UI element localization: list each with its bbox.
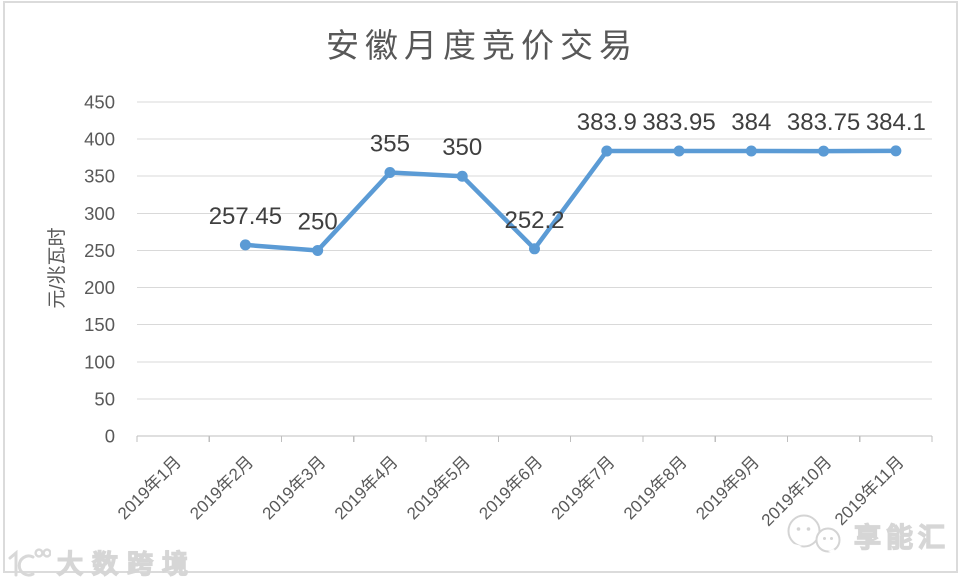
- data-point-marker: [312, 244, 324, 256]
- data-label: 252.2: [504, 207, 564, 234]
- x-axis-tick-label: 2019年1月: [114, 452, 185, 523]
- data-label: 384.1: [866, 109, 926, 136]
- x-axis-tick-label: 2019年2月: [186, 452, 257, 523]
- y-axis-title: 元/兆瓦时: [46, 227, 68, 309]
- data-label: 355: [370, 131, 410, 158]
- chart-title: 安徽月度竞价交易: [326, 29, 638, 65]
- data-label: 383.9: [577, 109, 637, 136]
- y-axis-tick-label: 200: [84, 277, 115, 298]
- y-axis-tick-label: 300: [84, 203, 115, 224]
- x-axis-tick-label: 2019年10月: [758, 452, 836, 530]
- data-label: 257.45: [209, 203, 282, 230]
- data-point-marker: [890, 145, 902, 157]
- data-point-marker: [818, 145, 830, 157]
- x-axis-tick-label: 2019年3月: [259, 452, 330, 523]
- x-axis-tick-label: 2019年8月: [620, 452, 691, 523]
- x-axis-tick-label: 2019年9月: [692, 452, 763, 523]
- data-point-marker: [529, 243, 540, 255]
- y-axis-tick-label: 450: [84, 92, 115, 113]
- x-axis-tick-label: 2019年11月: [831, 452, 908, 529]
- y-axis-tick-label: 0: [105, 426, 115, 447]
- y-axis-tick-label: 350: [84, 166, 115, 187]
- data-point-marker: [384, 167, 396, 179]
- series-line: [243, 148, 899, 253]
- data-label: 350: [442, 134, 482, 161]
- data-label: 383.95: [642, 109, 715, 136]
- y-axis-tick-label: 50: [94, 388, 115, 409]
- x-axis-tick-label: 2019年6月: [475, 452, 546, 523]
- x-axis-tick-label: 2019年7月: [548, 452, 619, 523]
- data-point-marker: [456, 170, 468, 182]
- y-axis-tick-label: 250: [84, 240, 115, 261]
- y-axis-tick-label: 150: [84, 314, 115, 335]
- data-label: 384: [731, 109, 771, 136]
- data-point-marker: [239, 239, 251, 251]
- y-axis-tick-label: 400: [84, 129, 115, 150]
- x-axis-tick-label: 2019年4月: [331, 452, 402, 523]
- y-axis-tick-label: 100: [84, 351, 115, 372]
- data-label: 250: [298, 208, 338, 235]
- data-point-marker: [745, 145, 757, 157]
- data-point-marker: [673, 145, 685, 157]
- x-axis-tick-label: 2019年5月: [403, 452, 474, 523]
- data-point-marker: [601, 145, 613, 157]
- data-label: 383.75: [787, 109, 860, 136]
